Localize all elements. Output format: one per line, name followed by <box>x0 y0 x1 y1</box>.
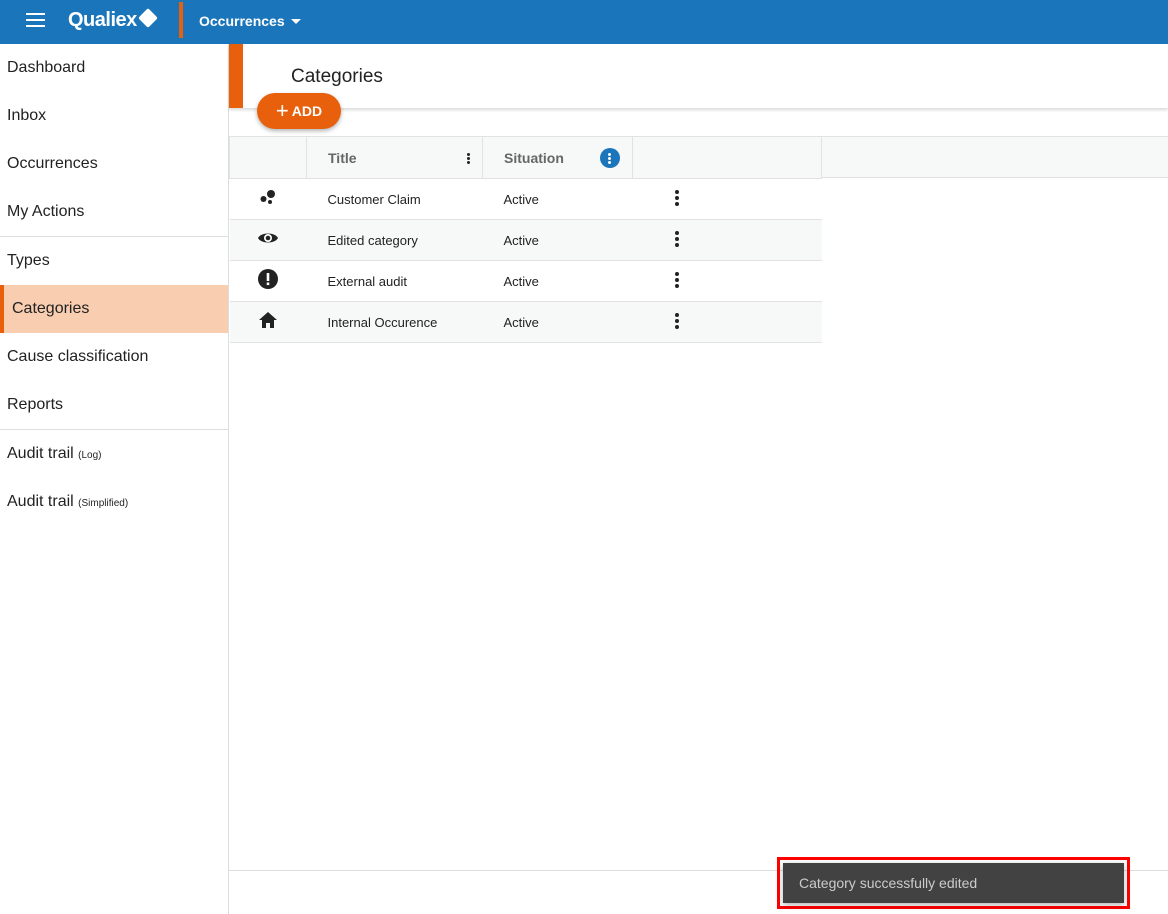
nav-label: Audit trail <box>7 445 74 462</box>
home-icon <box>229 301 307 343</box>
row-title: External audit <box>306 260 483 302</box>
row-situation: Active <box>482 301 633 343</box>
add-label: ADD <box>291 103 323 119</box>
categories-grid: Title Situation Customer Claim Active Ed… <box>229 136 1168 871</box>
accent-bar <box>229 44 243 108</box>
hamburger-menu-icon[interactable] <box>26 13 45 29</box>
table-row[interactable]: Customer Claim Active <box>229 178 822 220</box>
table-row[interactable]: External audit Active <box>229 260 822 302</box>
divider <box>179 2 183 38</box>
brand-logo[interactable]: Qualiex <box>68 8 158 32</box>
toast-message: Category successfully edited <box>783 863 1124 903</box>
table-row[interactable]: Internal Occurence Active <box>229 301 822 343</box>
sidebar: Dashboard Inbox Occurrences My Actions T… <box>0 44 229 914</box>
divider <box>0 429 228 430</box>
more-vert-icon[interactable] <box>674 311 679 331</box>
sidebar-item-my-actions[interactable]: My Actions <box>7 203 85 220</box>
bubbles-icon <box>229 178 307 220</box>
nav-label: Audit trail <box>7 493 74 510</box>
plus-icon: + <box>275 98 289 123</box>
row-situation: Active <box>482 260 633 302</box>
eye-icon <box>229 219 307 261</box>
alert-circle-icon <box>229 260 307 302</box>
title-column-header[interactable]: Title <box>306 136 483 179</box>
row-actions <box>632 219 822 261</box>
sidebar-item-types[interactable]: Types <box>7 252 50 269</box>
header-fill <box>821 136 1168 178</box>
column-label: Situation <box>504 149 564 166</box>
row-title: Edited category <box>306 219 483 261</box>
row-actions <box>632 260 822 302</box>
table-header: Title Situation <box>229 136 822 179</box>
page-title: Categories <box>291 66 383 87</box>
sidebar-item-occurrences[interactable]: Occurrences <box>7 155 98 172</box>
chevron-down-icon <box>290 19 301 24</box>
situation-column-header[interactable]: Situation <box>482 136 633 179</box>
add-button[interactable]: + ADD <box>257 93 341 129</box>
nav-suffix: (Simplified) <box>78 498 129 509</box>
logo-mark-icon <box>137 8 158 28</box>
table-row[interactable]: Edited category Active <box>229 219 822 261</box>
divider <box>0 236 228 237</box>
row-situation: Active <box>482 219 633 261</box>
row-situation: Active <box>482 178 633 220</box>
row-actions <box>632 178 822 220</box>
row-actions <box>632 301 822 343</box>
sidebar-item-audit-trail-simplified[interactable]: Audit trail (Simplified) <box>0 478 228 526</box>
row-title: Internal Occurence <box>306 301 483 343</box>
module-label: Occurrences <box>199 13 285 29</box>
sidebar-item-cause-classification[interactable]: Cause classification <box>7 348 149 365</box>
module-selector[interactable]: Occurrences <box>199 13 301 29</box>
actions-column-header <box>632 136 822 179</box>
top-bar: Qualiex Occurrences <box>0 0 1168 44</box>
row-title: Customer Claim <box>306 178 483 220</box>
sidebar-item-dashboard[interactable]: Dashboard <box>7 59 86 76</box>
page-header: Categories <box>229 44 1168 108</box>
column-filter-icon[interactable] <box>600 148 620 168</box>
column-menu-icon[interactable] <box>467 152 470 165</box>
brand-name: Qualiex <box>68 9 137 31</box>
more-vert-icon[interactable] <box>674 188 679 208</box>
more-vert-icon[interactable] <box>674 270 679 290</box>
column-label: Title <box>328 149 357 166</box>
sidebar-item-inbox[interactable]: Inbox <box>7 107 47 124</box>
icon-column-header <box>229 136 307 179</box>
sidebar-item-reports[interactable]: Reports <box>7 396 64 413</box>
more-vert-icon[interactable] <box>674 229 679 249</box>
sidebar-item-audit-trail-log[interactable]: Audit trail (Log) <box>0 430 228 478</box>
sidebar-item-categories[interactable]: Categories <box>0 285 228 333</box>
categories-table: Title Situation Customer Claim Active Ed… <box>229 136 822 343</box>
nav-suffix: (Log) <box>78 450 102 461</box>
toast-notification: Category successfully edited <box>777 857 1130 909</box>
